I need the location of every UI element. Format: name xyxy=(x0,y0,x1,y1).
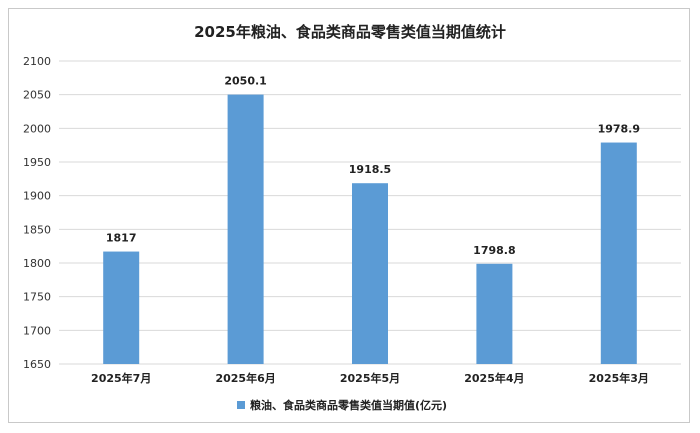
y-tick-label: 1750 xyxy=(23,291,51,304)
y-tick-label: 2050 xyxy=(23,89,51,102)
y-tick-label: 1700 xyxy=(23,324,51,337)
bars xyxy=(103,94,637,364)
data-label: 1798.8 xyxy=(473,244,515,257)
chart: 2025年粮油、食品类商品零售类值当期值统计 16501700175018001… xyxy=(23,23,681,412)
bar xyxy=(476,263,513,364)
y-axis-ticks: 1650 1700 1750 1800 1850 1900 1950 2000 2050 2100 xyxy=(23,55,51,371)
y-tick-label: 2000 xyxy=(23,122,51,135)
y-tick-label: 1900 xyxy=(23,190,51,203)
y-tick-label: 1950 xyxy=(23,156,51,169)
x-category-label: 2025年7月 xyxy=(91,371,151,385)
legend-label: 粮油、食品类商品零售类值当期值(亿元) xyxy=(250,398,447,412)
data-label: 1918.5 xyxy=(349,163,391,176)
legend-swatch xyxy=(237,401,245,409)
y-tick-label: 2100 xyxy=(23,55,51,68)
data-label: 1817 xyxy=(106,232,137,245)
x-category-label: 2025年6月 xyxy=(215,371,275,385)
bar xyxy=(103,251,140,364)
data-label: 1978.9 xyxy=(598,123,640,136)
data-label: 2050.1 xyxy=(224,75,266,88)
bar xyxy=(352,183,388,364)
y-tick-label: 1650 xyxy=(23,358,51,371)
y-tick-label: 1800 xyxy=(23,257,51,270)
x-category-label: 2025年3月 xyxy=(589,371,649,385)
bar xyxy=(227,94,264,364)
bar xyxy=(600,142,637,364)
y-tick-label: 1850 xyxy=(23,223,51,236)
legend: 粮油、食品类商品零售类值当期值(亿元) xyxy=(237,398,447,412)
chart-frame: 2025年粮油、食品类商品零售类值当期值统计 1650 1700 1750 1800 1… xyxy=(8,8,690,423)
x-axis-categories: 2025年7月 2025年6月 2025年5月 2025年4月 2025年3月 xyxy=(91,371,649,385)
chart-title: 2025年粮油、食品类商品零售类值当期值统计 xyxy=(194,23,506,41)
x-category-label: 2025年4月 xyxy=(464,371,524,385)
data-labels: 1817 2050.1 1918.5 1798.8 1978.9 xyxy=(106,75,640,257)
x-category-label: 2025年5月 xyxy=(340,371,400,385)
